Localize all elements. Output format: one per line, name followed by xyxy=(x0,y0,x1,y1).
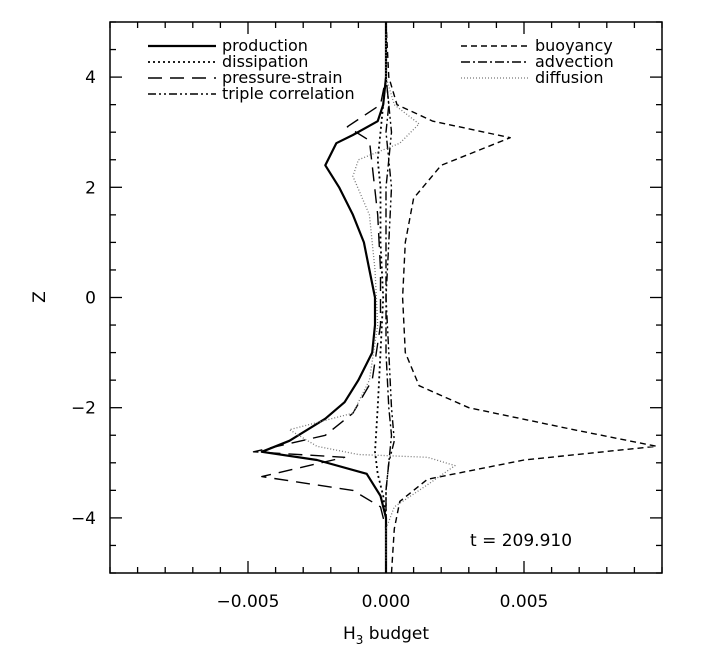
legend-label: production xyxy=(222,36,308,55)
legend-item-buoyancy: buoyancy xyxy=(461,36,613,55)
time-annotation: t = 209.910 xyxy=(470,531,572,551)
legend-item-triple-correlation: triple correlation xyxy=(148,84,355,103)
legend-item-production: production xyxy=(148,36,308,55)
series-triple-correlation-line xyxy=(385,22,395,573)
series-buoyancy-line xyxy=(385,22,658,573)
legend: productiondissipationpressure-straintrip… xyxy=(148,36,614,103)
x-tick-label: 0.005 xyxy=(500,592,549,612)
series-layer xyxy=(252,22,658,573)
legend-label: buoyancy xyxy=(535,36,613,55)
legend-label: pressure-strain xyxy=(222,68,342,87)
series-advection-line xyxy=(385,22,393,573)
legend-item-advection: advection xyxy=(461,52,614,71)
series-pressure-strain-line xyxy=(252,22,387,573)
legend-item-diffusion: diffusion xyxy=(461,68,603,87)
x-tick-label: −0.005 xyxy=(217,592,280,612)
series-diffusion-line xyxy=(288,22,456,573)
legend-label: advection xyxy=(535,52,614,71)
y-tick-label: 4 xyxy=(85,68,96,88)
legend-label: triple correlation xyxy=(222,84,355,103)
legend-label: diffusion xyxy=(535,68,603,87)
y-tick-label: 0 xyxy=(85,289,96,309)
y-tick-label: 2 xyxy=(85,178,96,198)
legend-label: dissipation xyxy=(222,52,308,71)
legend-item-dissipation: dissipation xyxy=(148,52,308,71)
legend-item-pressure-strain: pressure-strain xyxy=(148,68,342,87)
y-axis-title: Z xyxy=(30,291,50,303)
y-tick-label: −4 xyxy=(71,509,96,529)
y-tick-label: −2 xyxy=(71,399,96,419)
ticks-layer: −0.005 0.000 0.005 −4 −2 0 2 4 xyxy=(71,21,663,612)
series-dissipation-line xyxy=(374,22,387,573)
x-axis-title: H3 budget xyxy=(343,624,429,647)
series-production-line xyxy=(260,22,388,573)
x-tick-label: 0.000 xyxy=(362,592,411,612)
